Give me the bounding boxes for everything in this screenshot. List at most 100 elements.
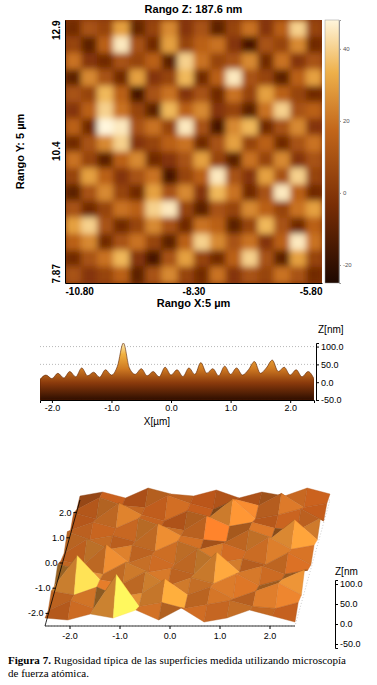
surface-chart: -2.0-1.00.01.02.02.01.00.0-1.0-2.0100.05… xyxy=(28,488,363,649)
heatmap-cell xyxy=(242,20,259,37)
heatmap-cell xyxy=(145,20,162,37)
heatmap-cell xyxy=(226,135,243,152)
tick-mark xyxy=(74,512,77,513)
tick-label: 2.0 xyxy=(59,508,72,518)
heatmap-cell xyxy=(274,119,291,136)
heatmap-cell xyxy=(129,168,146,185)
tick: -20 xyxy=(339,262,352,268)
tick-label: 0.0 xyxy=(45,558,58,568)
tick: 0.0 xyxy=(165,400,178,413)
heatmap-cell xyxy=(161,135,178,152)
heatmap-cell xyxy=(226,53,243,70)
plot-area xyxy=(40,343,314,400)
heatmap-cell xyxy=(97,217,114,234)
tick: 20 xyxy=(339,118,350,124)
heatmap-cell xyxy=(129,201,146,218)
heatmap-cell xyxy=(210,86,227,103)
heatmap-cell xyxy=(113,267,130,283)
tick-mark xyxy=(316,400,319,401)
heatmap-cell xyxy=(242,152,259,169)
heatmap-cell xyxy=(306,168,322,185)
surface-facet xyxy=(230,499,256,526)
heatmap-cell xyxy=(290,53,307,70)
heatmap-cell xyxy=(290,234,307,251)
tick-label: 0.0 xyxy=(164,631,177,641)
heatmap-cell xyxy=(177,119,194,136)
heatmap-cell xyxy=(258,267,275,283)
heatmap-cell xyxy=(306,267,322,283)
heatmap-cell xyxy=(210,201,227,218)
heatmap-cell xyxy=(129,102,146,119)
heatmap-cell xyxy=(177,102,194,119)
heatmap-cell xyxy=(113,36,130,53)
heatmap-cell xyxy=(194,86,211,103)
heatmap-cell xyxy=(306,102,322,119)
tick-mark xyxy=(339,121,341,122)
tick-label: -5.80 xyxy=(300,286,323,297)
heatmap-cell xyxy=(194,69,211,86)
y-axis: 2.01.00.0-1.0-2.0 xyxy=(28,500,80,626)
tick-mark xyxy=(335,644,338,645)
tick-mark xyxy=(67,537,70,538)
heatmap-cell xyxy=(274,267,291,283)
tick: 7.87 xyxy=(51,264,65,284)
z-axis-line xyxy=(317,344,320,401)
surface-facet xyxy=(285,553,311,574)
z-axis: 100.050.00.0-50.0 xyxy=(335,579,363,649)
tick-mark xyxy=(220,626,221,629)
tick: -10.80 xyxy=(66,283,95,297)
heatmap-cell xyxy=(65,135,82,152)
heatmap-cell xyxy=(129,36,146,53)
tick-label: -50.0 xyxy=(340,639,361,649)
heatmap-cell xyxy=(97,234,114,251)
tick: 12.9 xyxy=(51,20,65,40)
surface-facet xyxy=(272,603,298,622)
heatmap-cell xyxy=(226,201,243,218)
heatmap-cell xyxy=(81,119,98,136)
heatmap-cell xyxy=(306,53,322,70)
surface-facet xyxy=(122,488,148,507)
tick-label: 0.0 xyxy=(165,403,178,413)
heatmap-cell xyxy=(210,250,227,267)
heatmap-cell xyxy=(129,135,146,152)
caption-label: Figura 7. xyxy=(8,654,51,666)
heatmap-cell xyxy=(194,234,211,251)
surface-facet xyxy=(291,520,317,549)
heatmap-cell xyxy=(161,217,178,234)
tick-mark xyxy=(335,624,338,625)
heatmap-cell xyxy=(113,86,130,103)
heatmap-cell xyxy=(113,135,130,152)
tick: -2.0 xyxy=(45,400,61,413)
tick: -1.0 xyxy=(104,400,120,413)
tick-label: 50.0 xyxy=(340,599,358,609)
heatmap-cell xyxy=(290,20,307,37)
heatmap-cell xyxy=(242,168,259,185)
heatmap-cell xyxy=(129,69,146,86)
heatmap-cell xyxy=(290,135,307,152)
heatmap-cell xyxy=(194,135,211,152)
heatmap-cell xyxy=(113,69,130,86)
heatmap-cell xyxy=(129,152,146,169)
heatmap-cell xyxy=(210,152,227,169)
heatmap-cell xyxy=(226,184,243,201)
tick-label: -8.30 xyxy=(183,286,206,297)
heatmap-cell xyxy=(194,152,211,169)
heatmap-cell xyxy=(113,102,130,119)
heatmap-cell xyxy=(129,20,146,37)
heatmap-cell xyxy=(81,201,98,218)
heatmap-cell xyxy=(274,234,291,251)
heatmap-cell xyxy=(306,201,322,218)
surface-facet xyxy=(113,575,139,618)
heatmap-cell xyxy=(177,36,194,53)
surface-facet xyxy=(253,583,279,608)
tick-mark xyxy=(335,584,338,585)
heatmap-cell xyxy=(65,184,82,201)
tick: -8.30 xyxy=(183,283,206,297)
heatmap-cells xyxy=(65,20,322,283)
heatmap-cell xyxy=(97,152,114,169)
heatmap-cell xyxy=(242,201,259,218)
tick-label: 20 xyxy=(343,118,350,124)
heatmap-cell xyxy=(113,152,130,169)
tick-label: -20 xyxy=(343,262,352,268)
tick: 50.0 xyxy=(316,360,339,370)
